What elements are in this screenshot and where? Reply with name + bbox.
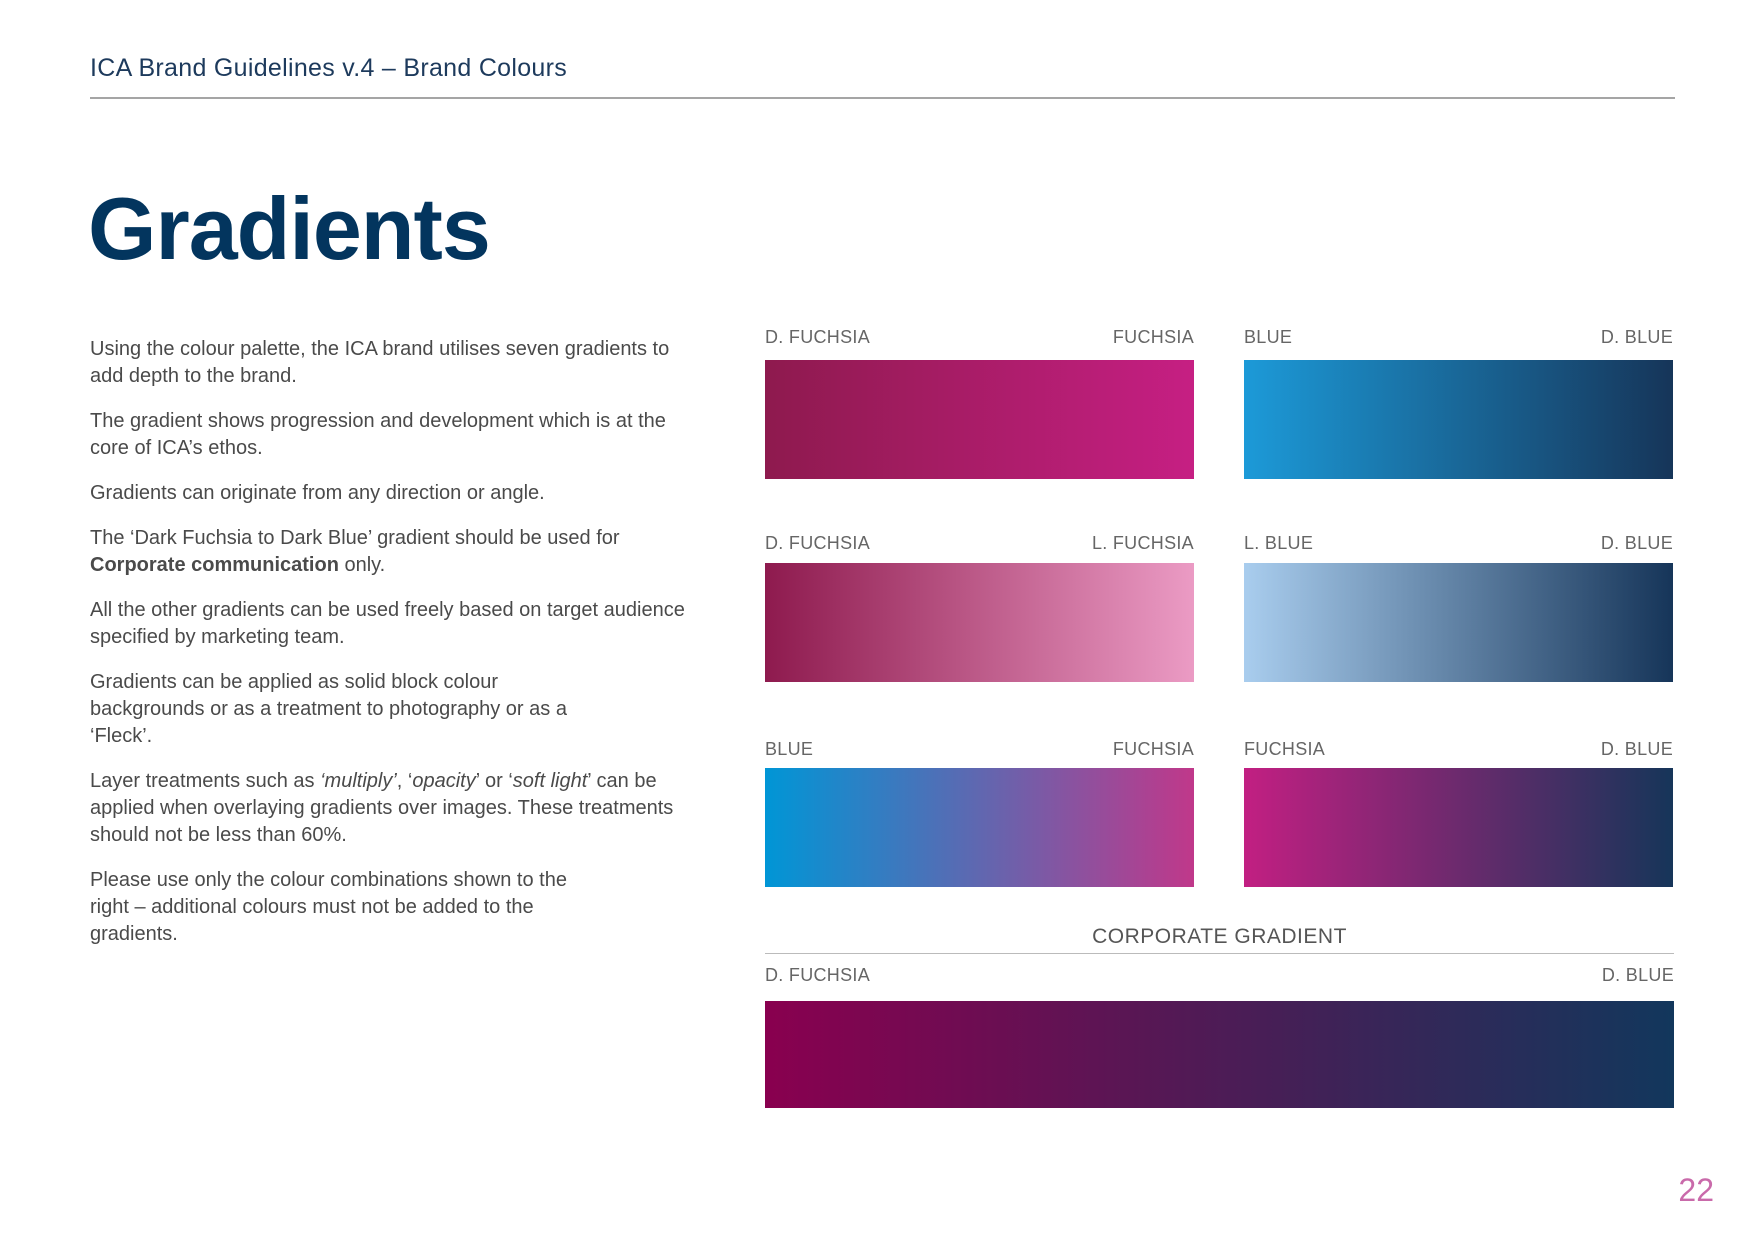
gradient-to-label: D. BLUE [1600, 533, 1673, 553]
page-title: Gradients [88, 179, 491, 278]
gradient-from-label: FUCHSIA [1244, 739, 1326, 759]
emphasis: opacity [412, 770, 476, 792]
gradient-swatch [1244, 360, 1673, 479]
paragraph: The gradient shows progression and devel… [90, 410, 666, 459]
running-header: ICA Brand Guidelines v.4 – Brand Colours [90, 54, 568, 82]
paragraph: The ‘Dark Fuchsia to Dark Blue’ gradient… [90, 525, 690, 579]
emphasis: Corporate communication [90, 554, 339, 576]
gradient-from-label: D. FUCHSIA [765, 327, 871, 347]
gradient-to-label: L. FUCHSIA [1091, 533, 1194, 553]
gradient-from-label: D. FUCHSIA [765, 533, 871, 553]
gradient-to-label: D. BLUE [1600, 327, 1673, 347]
text: ’ can be applied when overlaying gradien… [90, 770, 674, 846]
paragraph: Layer treatments such as ‘multiply’, ‘op… [90, 768, 690, 849]
gradient-to-label: FUCHSIA [1112, 327, 1194, 347]
text: , ‘ [396, 770, 413, 792]
paragraph: Using the colour palette, the ICA brand … [90, 338, 670, 387]
text: ’ or ‘ [475, 770, 513, 792]
paragraph: Please use only the colour combinations … [90, 869, 567, 945]
body-text: Using the colour palette, the ICA brand … [90, 336, 690, 966]
text: only. [338, 554, 386, 576]
gradient-swatch [1244, 563, 1673, 682]
text: The ‘Dark Fuchsia to Dark Blue’ gradient… [90, 527, 620, 549]
gradient-from-label: L. BLUE [1244, 533, 1314, 553]
paragraph: Gradients can originate from any directi… [90, 482, 545, 504]
emphasis: ‘multiply’ [320, 770, 397, 792]
gradient-from-label: BLUE [765, 739, 814, 759]
text: Layer treatments such as [90, 770, 321, 792]
corporate-to-label: D. BLUE [1601, 965, 1674, 985]
paragraph: Gradients can be applied as solid block … [90, 671, 567, 747]
gradient-swatch [765, 360, 1194, 479]
corporate-divider [765, 953, 1674, 954]
gradient-to-label: FUCHSIA [1112, 739, 1194, 759]
corporate-from-label: D. FUCHSIA [765, 965, 871, 985]
emphasis: soft light [512, 770, 588, 792]
page-number: 22 [1678, 1172, 1714, 1208]
gradient-from-label: BLUE [1244, 327, 1293, 347]
header-divider [90, 97, 1675, 99]
gradient-swatch [1244, 768, 1673, 887]
gradient-swatch [765, 563, 1194, 682]
gradient-to-label: D. BLUE [1600, 739, 1673, 759]
gradient-swatch [765, 768, 1194, 887]
corporate-gradient-heading: CORPORATE GRADIENT [1092, 925, 1347, 948]
paragraph: All the other gradients can be used free… [90, 599, 685, 648]
corporate-gradient-swatch [765, 1001, 1674, 1108]
